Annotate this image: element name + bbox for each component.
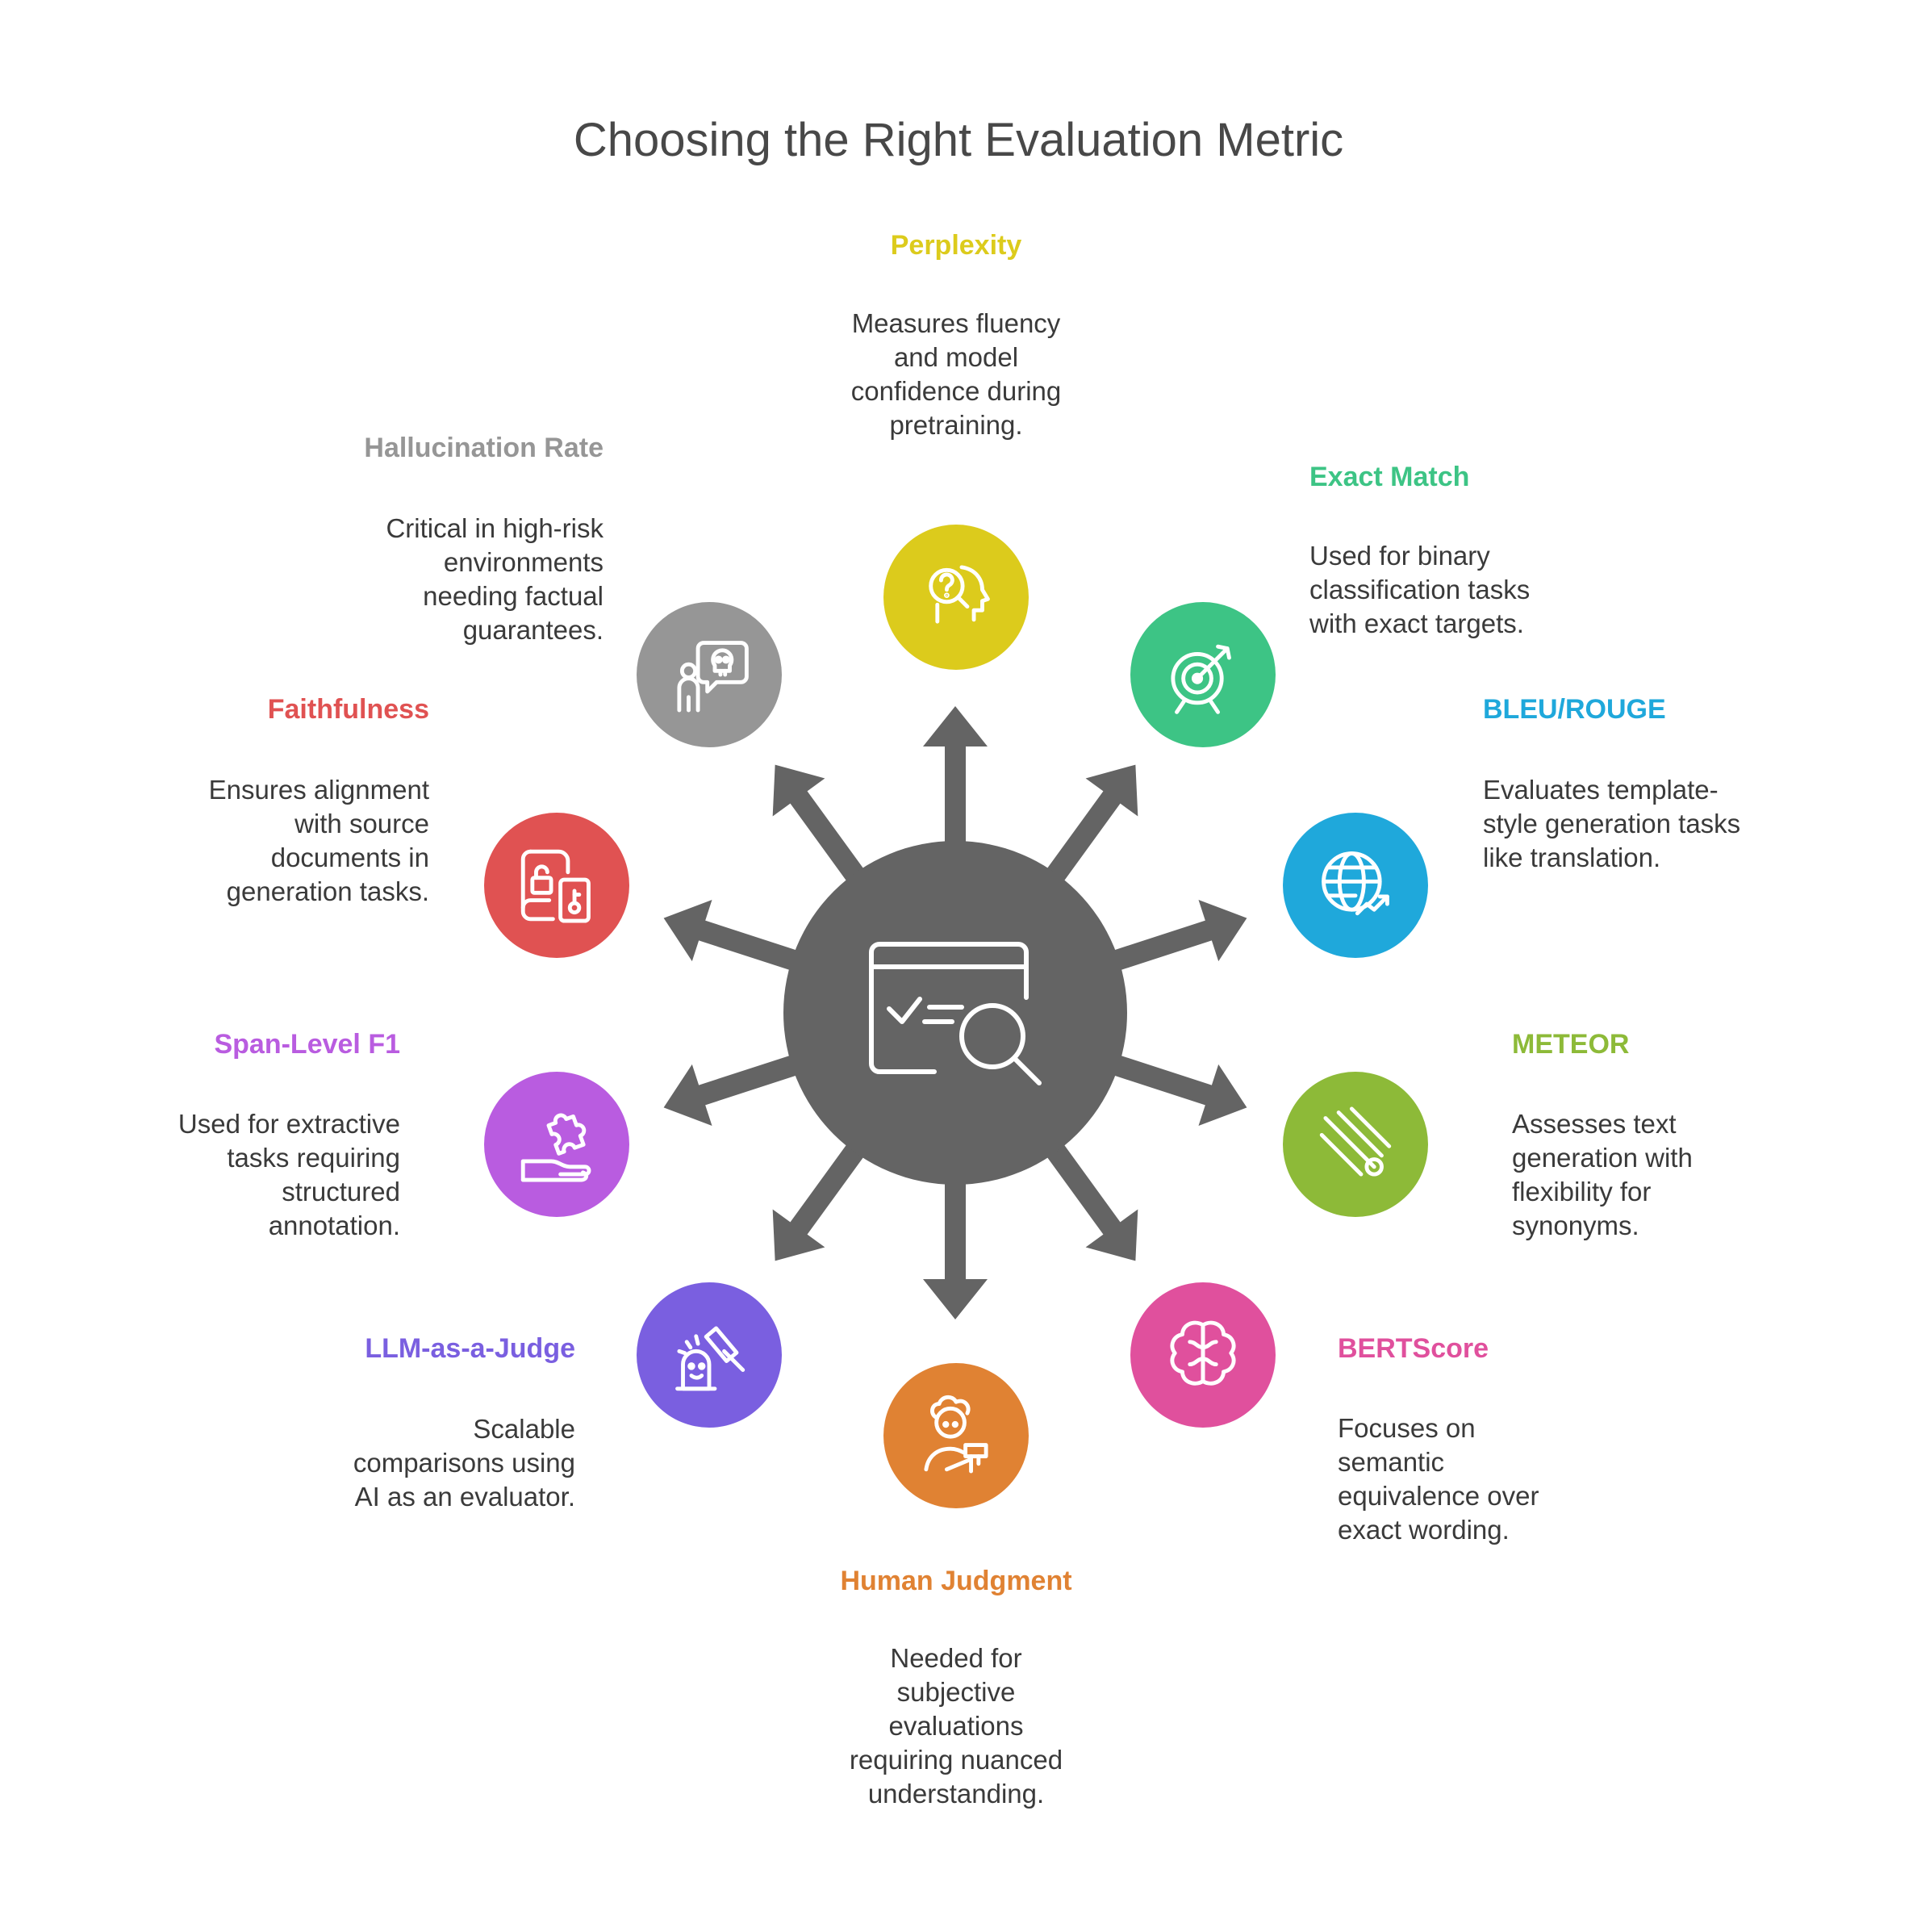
description-line: Scalable xyxy=(473,1414,575,1444)
description-line: tasks requiring xyxy=(227,1143,400,1173)
arrow-0 xyxy=(923,706,988,851)
description-line: generation with xyxy=(1512,1143,1693,1173)
description-line: and model xyxy=(893,342,1019,372)
description-line: Used for extractive xyxy=(178,1109,400,1139)
description-line: understanding. xyxy=(867,1779,1045,1809)
node-bleu-rouge xyxy=(1283,813,1428,958)
label-bleu-rouge: BLEU/ROUGE xyxy=(1483,694,1666,725)
node-hallucination-rate xyxy=(637,602,782,747)
label-perplexity: Perplexity xyxy=(890,230,1022,261)
description-meteor: Assesses text generation with flexibility … xyxy=(1512,1107,1770,1243)
description-bleu-rouge: Evaluates template-style generation task… xyxy=(1483,775,1741,872)
description-line: confidence during xyxy=(850,376,1062,406)
description-span-level-f1: Used for extractive tasks requiring struct… xyxy=(150,1107,400,1243)
node-llm-as-a-judge xyxy=(637,1282,782,1428)
description-line: Focuses on xyxy=(1338,1413,1476,1443)
arrow-4 xyxy=(1042,1137,1138,1261)
description-line: requiring nuanced xyxy=(849,1745,1063,1775)
target-arrow-icon xyxy=(1171,644,1231,714)
label-faithfulness: Faithfulness xyxy=(267,694,429,725)
label-exact-match: Exact Match xyxy=(1309,462,1470,492)
central-hub xyxy=(783,841,1127,1185)
description-line: Ensures alignment xyxy=(208,775,429,805)
arrow-2 xyxy=(1105,899,1247,973)
robot-gavel-icon xyxy=(675,1326,746,1391)
person-skull-speech-icon xyxy=(677,641,749,713)
description-line: classification tasks xyxy=(1309,575,1531,604)
page-title: Choosing the Right Evaluation Metric xyxy=(573,114,1344,166)
description-line: environments xyxy=(443,547,604,577)
description-line: AI as an evaluator. xyxy=(354,1482,575,1512)
description-line: guarantees. xyxy=(462,615,604,645)
node-faithfulness xyxy=(484,813,629,958)
arrow-6 xyxy=(772,1137,869,1261)
description-faithfulness: Ensures alignment with source documents in… xyxy=(179,773,429,909)
description-line: structured xyxy=(282,1177,400,1206)
node-meteor xyxy=(1283,1072,1428,1217)
description-line: synonyms. xyxy=(1512,1211,1639,1240)
label-meteor: METEOR xyxy=(1512,1029,1630,1060)
arrows-group xyxy=(663,706,1247,1319)
description-line: Measures fluency xyxy=(851,308,1061,338)
description-line: semantic xyxy=(1338,1447,1445,1477)
label-human-judgment: Human Judgment xyxy=(840,1566,1072,1596)
description-exact-match: Used for binary classification tasks with … xyxy=(1309,539,1568,641)
description-line: with exact targets. xyxy=(1309,608,1524,638)
arrow-3 xyxy=(1105,1052,1247,1127)
label-bertscore: BERTScore xyxy=(1338,1333,1489,1364)
description-line: Assesses text xyxy=(1512,1109,1677,1139)
evaluation-search-icon xyxy=(869,942,1042,1085)
arrow-5 xyxy=(923,1174,988,1319)
locked-document-icon xyxy=(520,849,591,923)
description-hallucination-rate: Critical in high-risk environments needing… xyxy=(353,512,604,647)
label-span-level-f1: Span-Level F1 xyxy=(214,1029,400,1060)
globe-growth-icon xyxy=(1322,851,1389,916)
description-line: needing factual xyxy=(423,581,604,611)
label-hallucination-rate: Hallucination Rate xyxy=(364,433,604,463)
description-line: evaluations xyxy=(888,1711,1024,1741)
arrow-1 xyxy=(1042,764,1138,889)
description-line: annotation. xyxy=(268,1211,400,1240)
arrow-7 xyxy=(663,1052,805,1127)
description-line: Needed for xyxy=(890,1643,1022,1673)
description-line: with source xyxy=(294,809,429,838)
description-line: equivalence over xyxy=(1338,1481,1539,1511)
description-line: documents in xyxy=(270,843,429,872)
arrow-8 xyxy=(663,899,805,973)
description-llm-as-a-judge: Scalable comparisons using AI as an evalua… xyxy=(317,1412,575,1514)
description-line: exact wording. xyxy=(1338,1515,1510,1545)
description-line: comparisons using xyxy=(353,1448,575,1478)
meteor-icon xyxy=(1319,1106,1392,1177)
label-llm-as-a-judge: LLM-as-a-Judge xyxy=(365,1333,575,1364)
brain-icon xyxy=(1170,1320,1236,1386)
description-perplexity: Measures fluency and model confidence duri… xyxy=(835,307,1077,442)
description-human-judgment: Needed for subjective evaluations requiring… xyxy=(831,1641,1081,1811)
description-line: subjective xyxy=(896,1677,1016,1707)
puzzle-hand-icon xyxy=(520,1113,591,1182)
description-line: pretraining. xyxy=(889,410,1023,440)
metric-nodes xyxy=(484,525,1428,1508)
description-line: Critical in high-risk xyxy=(386,513,604,543)
question-head-icon xyxy=(929,565,990,624)
arrow-9 xyxy=(772,764,869,889)
description-line: Used for binary xyxy=(1309,541,1490,571)
person-gavel-icon xyxy=(924,1395,988,1474)
description-line: generation tasks. xyxy=(226,876,429,906)
description-line: flexibility for xyxy=(1512,1177,1652,1206)
description-bertscore: Focuses on semantic equivalence over exact … xyxy=(1338,1411,1596,1547)
